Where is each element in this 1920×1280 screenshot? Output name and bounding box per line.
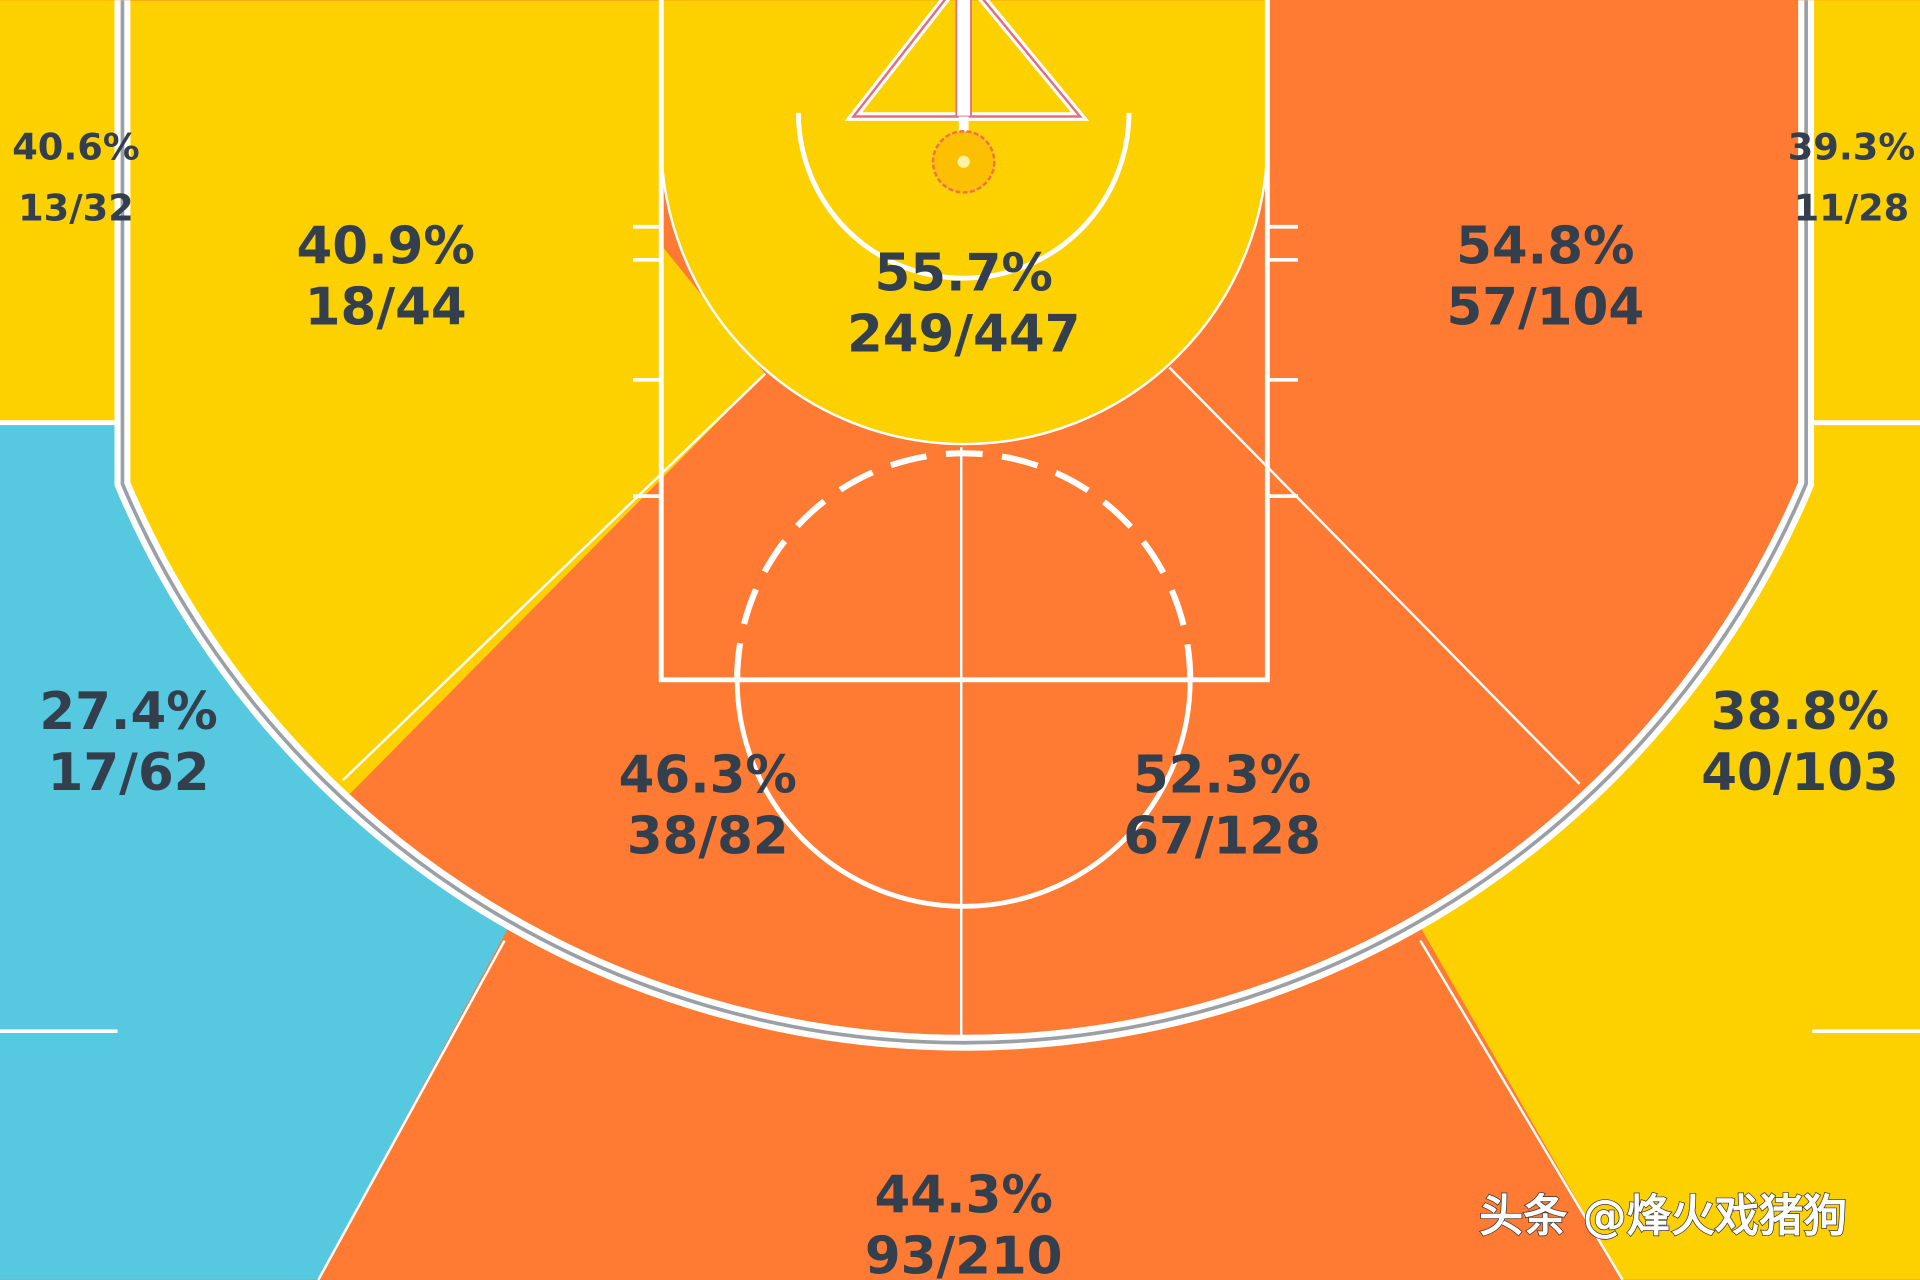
zone-label-pct-right-baseline-mid: 54.8% — [1456, 216, 1634, 276]
zone-divider-left — [342, 372, 767, 782]
zone-right-corner-3 — [1806, 0, 1920, 423]
rim-zone-boundary — [660, 141, 1269, 446]
free-throw-circle-top — [734, 450, 1194, 680]
zone-label-pct-left-baseline-mid: 40.9% — [297, 216, 475, 276]
zone-label-pct-top-of-key-3: 44.3% — [875, 1165, 1053, 1225]
restricted-arc — [795, 112, 1132, 281]
zone-label-pct-right-corner-3: 39.3% — [1788, 125, 1915, 168]
zone-label-pct-right-wing-3: 38.8% — [1711, 682, 1889, 742]
basket — [844, 0, 1090, 194]
zone-divider-left-3 — [317, 940, 506, 1280]
zone-label-made-right-baseline-mid: 57/104 — [1446, 278, 1644, 338]
zone-label-made-right-center-mid: 67/128 — [1123, 807, 1321, 867]
zone-left-baseline-mid — [122, 0, 766, 901]
zone-label-made-top-of-key-3: 93/210 — [865, 1227, 1063, 1280]
zone-right-wing-3 — [1310, 422, 1920, 1280]
zone-restricted-area — [661, 0, 1268, 445]
zone-divider-right — [1168, 366, 1581, 785]
zone-label-made-left-wing-3: 17/62 — [48, 743, 210, 803]
zone-label-made-right-wing-3: 40/103 — [1701, 743, 1899, 803]
zone-label-pct-left-wing-3: 27.4% — [39, 682, 217, 742]
zone-divider-right-3 — [1419, 939, 1624, 1280]
zone-label-made-left-baseline-mid: 18/44 — [305, 278, 467, 338]
three-point-line-inner — [120, 0, 1808, 1045]
lane-hash-marks — [633, 224, 1298, 498]
zone-label-made-left-center-mid: 38/82 — [627, 807, 789, 867]
zone-label-pct-left-center-mid: 46.3% — [619, 745, 797, 805]
zone-left-corner-3 — [0, 0, 123, 423]
zone-label-made-left-corner-3: 13/32 — [18, 187, 134, 230]
watermark: 头条 @烽火戏猪狗 — [1479, 1191, 1847, 1242]
zone-left-wing-3 — [0, 422, 613, 1280]
free-throw-circle-bottom — [734, 679, 1193, 909]
zone-label-made-right-corner-3: 11/28 — [1794, 187, 1910, 230]
paint — [658, 0, 1270, 683]
zone-right-baseline-mid — [1169, 0, 1807, 901]
zone-label-pct-restricted-area: 55.7% — [875, 243, 1053, 303]
zone-label-pct-left-corner-3: 40.6% — [12, 125, 139, 168]
zone-label-made-restricted-area: 249/447 — [847, 305, 1080, 365]
zone-label-pct-right-center-mid: 52.3% — [1133, 745, 1311, 805]
